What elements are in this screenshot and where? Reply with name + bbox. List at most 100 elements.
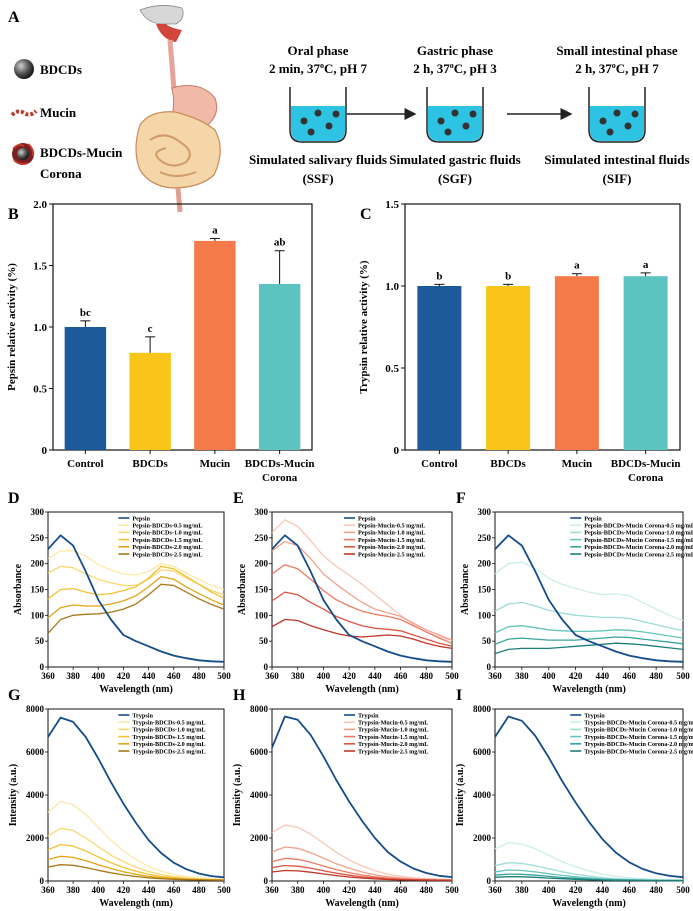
legend-entry: Pepsin-BDCDs-0.5 mg/mL bbox=[132, 523, 202, 530]
x-tick-label: 460 bbox=[623, 885, 637, 895]
mucin-icon bbox=[10, 109, 38, 117]
y-tick-label: 0 bbox=[40, 662, 45, 672]
x-tick-label: 500 bbox=[445, 885, 459, 895]
series-line bbox=[47, 575, 225, 619]
y-tick-label: 0 bbox=[394, 445, 400, 457]
series-line bbox=[271, 564, 453, 644]
series-line bbox=[47, 864, 225, 881]
y-axis-title: Absorbance bbox=[237, 563, 248, 615]
legend-entry: Trypsin-BDCDs-2.0 mg/mL bbox=[132, 741, 205, 748]
legend-entry: Pepsin bbox=[584, 515, 602, 522]
y-axis-title: Trypsin relative activity (%) bbox=[358, 260, 370, 393]
gastric-phase-title: Gastric phase bbox=[417, 43, 493, 58]
intestinal-phase-conditions: 2 h, 37oC, pH 7 bbox=[575, 61, 659, 76]
x-tick-label: 400 bbox=[317, 885, 331, 895]
x-tick-label: 420 bbox=[342, 885, 356, 895]
x-tick-label: 460 bbox=[394, 885, 408, 895]
series-line bbox=[271, 824, 453, 881]
x-category-label: Mucin bbox=[562, 458, 593, 470]
y-tick-label: 250 bbox=[255, 533, 269, 543]
digestive-tract-icon bbox=[135, 5, 221, 213]
x-axis-title: Wavelength (nm) bbox=[552, 684, 626, 695]
legend-mucin-label: Mucin bbox=[40, 105, 77, 120]
x-tick-label: 380 bbox=[515, 671, 529, 681]
y-tick-label: 6000 bbox=[26, 747, 45, 757]
series-line bbox=[47, 534, 225, 663]
x-tick-label: 440 bbox=[368, 671, 382, 681]
series-line bbox=[494, 715, 684, 879]
legend-entry: Trypsin-BDCDs-Mucin Corona-2.5 mg/mL bbox=[584, 748, 693, 755]
bar bbox=[554, 276, 599, 450]
y-axis-title: Intensity (a.u.) bbox=[232, 764, 243, 827]
y-tick-label: 250 bbox=[31, 533, 45, 543]
plot-frame bbox=[404, 203, 681, 451]
legend-entry: Trypsin bbox=[132, 712, 153, 719]
y-tick-label: 50 bbox=[482, 636, 492, 646]
legend-entry: Trypsin-BDCDs-1.0 mg/mL bbox=[132, 727, 205, 734]
x-tick-label: 360 bbox=[41, 885, 55, 895]
x-tick-label: 380 bbox=[66, 885, 80, 895]
bdcds-sphere-icon bbox=[14, 59, 34, 79]
significance-letter: bc bbox=[80, 307, 91, 319]
y-axis-title: Intensity (a.u.) bbox=[455, 764, 466, 827]
series-line bbox=[47, 800, 225, 880]
fluorescence-trypsin-bdcds-chart: 0 2000 4000 6000 8000 360 380 400 420 440 460 480 50… bbox=[8, 704, 231, 909]
x-tick-label: 440 bbox=[368, 885, 382, 895]
x-tick-label: 360 bbox=[488, 885, 502, 895]
y-tick-label: 150 bbox=[255, 585, 269, 595]
x-tick-label: 360 bbox=[488, 671, 502, 681]
y-tick-label: 150 bbox=[478, 585, 492, 595]
absorbance-pepsin-corona-chart: 0 50 100 150 200 250 300 360 380 400 420 440 460 480 5… bbox=[460, 507, 693, 695]
legend-entry: Pepsin bbox=[358, 515, 376, 522]
trypsin-activity-bar-chart: 0 0.5 1.0 1.5 b Control b BDCDs a Mucin a BDCDs-Muc… bbox=[358, 199, 681, 484]
panel-a: BDCDs Mucin BDCDs-Mucin Corona Oral phas… bbox=[10, 5, 690, 213]
y-tick-label: 0 bbox=[42, 445, 48, 457]
x-tick-label: 420 bbox=[117, 885, 131, 895]
y-tick-label: 0 bbox=[264, 662, 269, 672]
y-tick-label: 4000 bbox=[473, 790, 492, 800]
y-tick-label: 300 bbox=[478, 507, 492, 517]
sif-abbreviation: (SIF) bbox=[603, 171, 632, 186]
sgf-fluid-label: Simulated gastric fluids bbox=[389, 152, 520, 167]
y-tick-label: 6000 bbox=[250, 747, 269, 757]
legend-entry: Trypsin-Mucin-1.0 mg/mL bbox=[358, 727, 428, 734]
y-tick-label: 8000 bbox=[473, 704, 492, 714]
bar bbox=[129, 352, 171, 450]
y-tick-label: 4000 bbox=[26, 790, 45, 800]
y-tick-label: 8000 bbox=[26, 704, 45, 714]
panel-label-a: A bbox=[8, 9, 20, 26]
x-tick-label: 480 bbox=[420, 885, 434, 895]
series-line bbox=[271, 534, 453, 663]
legend-corona-label-line1: BDCDs-Mucin bbox=[40, 145, 123, 160]
y-tick-label: 6000 bbox=[473, 747, 492, 757]
legend-entry: Pepsin-BDCDs-Mucin Corona-1.0 mg/mL bbox=[584, 530, 693, 537]
legend-entry: Pepsin-Mucin-1.5 mg/mL bbox=[358, 537, 425, 544]
legend-entry: Trypsin-BDCDs-2.5 mg/mL bbox=[132, 748, 205, 755]
x-tick-label: 460 bbox=[394, 671, 408, 681]
panel-label-g: G bbox=[8, 687, 21, 704]
x-tick-label: 500 bbox=[217, 885, 231, 895]
legend-entry: Trypsin bbox=[584, 712, 605, 719]
y-tick-label: 0 bbox=[40, 876, 45, 886]
x-tick-label: 500 bbox=[676, 671, 690, 681]
x-tick-label: 420 bbox=[569, 885, 583, 895]
legend-entry: Trypsin-BDCDs-Mucin Corona-1.0 mg/mL bbox=[584, 727, 693, 734]
phase-oral: Oral phase 2 min, 37oC, pH 7 Simulated s… bbox=[249, 43, 387, 186]
oral-phase-title: Oral phase bbox=[287, 43, 348, 58]
y-tick-label: 300 bbox=[31, 507, 45, 517]
panel-label-f: F bbox=[456, 490, 466, 507]
series-line bbox=[494, 876, 684, 882]
ssf-beaker-icon bbox=[289, 87, 347, 143]
y-tick-label: 1.5 bbox=[33, 261, 47, 273]
legend-corona-label-line2: Corona bbox=[40, 166, 82, 181]
significance-letter: a bbox=[212, 224, 218, 236]
series-line bbox=[494, 642, 684, 655]
y-tick-label: 0.5 bbox=[33, 384, 47, 396]
y-tick-label: 1.0 bbox=[385, 281, 399, 293]
y-axis-title: Intensity (a.u.) bbox=[8, 764, 19, 827]
y-tick-label: 8000 bbox=[250, 704, 269, 714]
x-tick-label: 380 bbox=[515, 885, 529, 895]
series-line bbox=[47, 565, 225, 600]
sgf-abbreviation: (SGF) bbox=[438, 171, 472, 186]
